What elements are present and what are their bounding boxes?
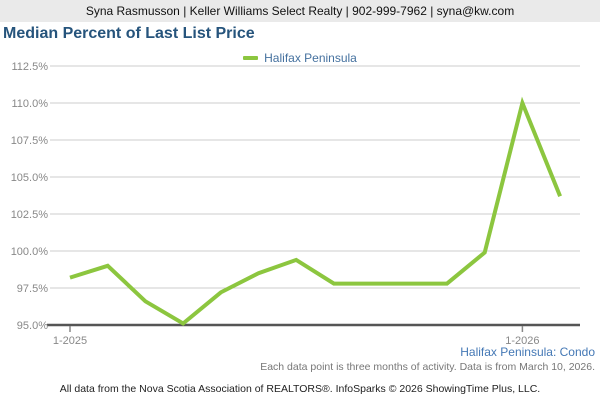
attribution-line: All data from the Nova Scotia Associatio… xyxy=(59,383,541,395)
y-axis-label: 95.0% xyxy=(17,320,48,332)
y-axis-label: 112.5% xyxy=(12,61,49,73)
legend-series-label: Halifax Peninsula xyxy=(264,51,357,65)
y-axis-label: 105.0% xyxy=(11,172,49,184)
data-note: Each data point is three months of activ… xyxy=(260,361,595,373)
y-axis-label: 107.5% xyxy=(11,135,49,147)
agent-contact-bar: Syna Rasmusson | Keller Williams Select … xyxy=(0,0,600,22)
x-axis-label: 1-2025 xyxy=(53,335,87,347)
chart-title: Median Percent of Last List Price xyxy=(3,25,255,42)
legend: Halifax Peninsula xyxy=(0,51,600,65)
y-axis-label: 110.0% xyxy=(12,98,49,110)
y-axis-label: 97.5% xyxy=(17,283,48,295)
y-axis-label: 100.0% xyxy=(11,246,49,258)
series-descriptor: Halifax Peninsula: Condo xyxy=(460,345,595,359)
y-axis-label: 102.5% xyxy=(11,209,49,221)
series-line-halifax-peninsula xyxy=(69,96,562,326)
legend-line-swatch xyxy=(243,56,259,60)
x-axis-label: 1-2026 xyxy=(505,335,539,347)
